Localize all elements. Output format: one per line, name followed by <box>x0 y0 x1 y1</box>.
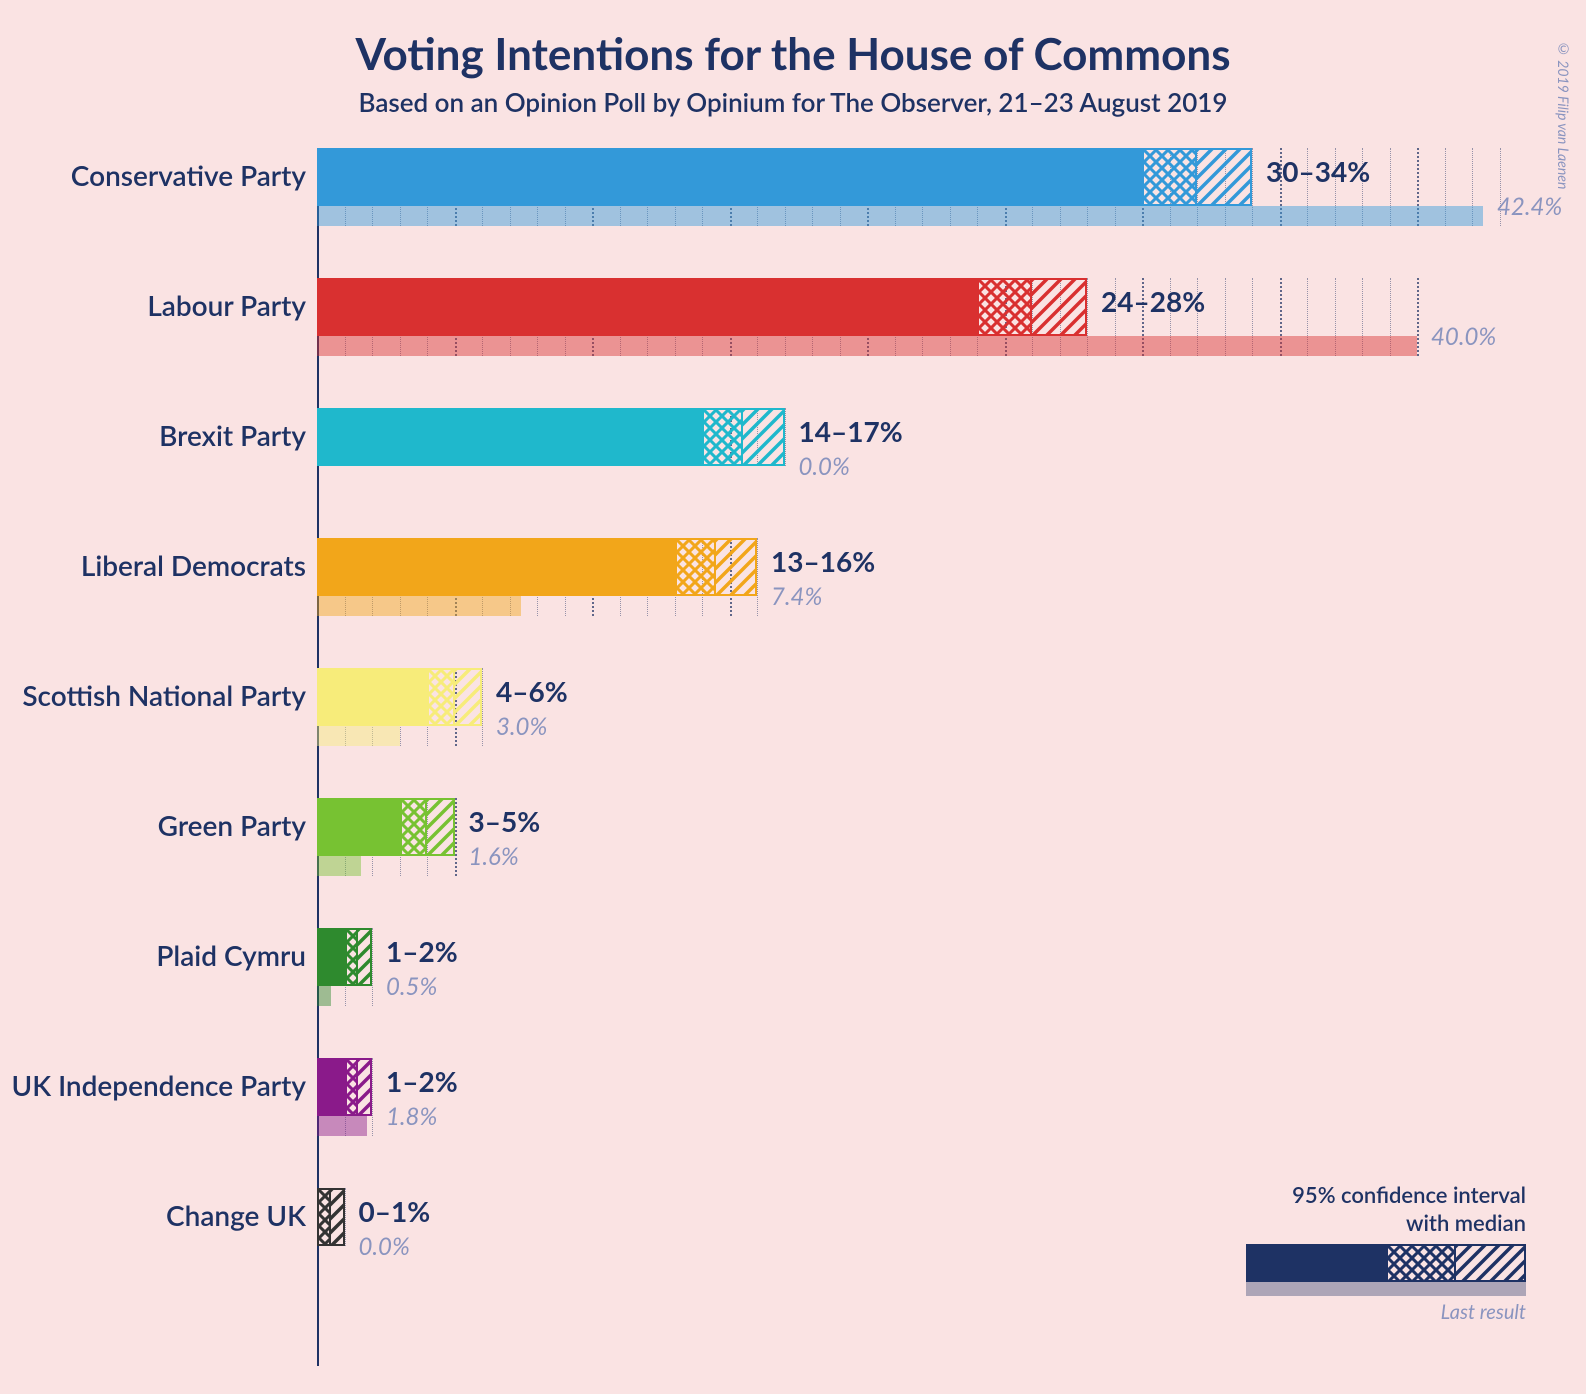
bar-ci-lower <box>702 408 743 466</box>
last-result-bar <box>317 726 400 746</box>
range-value: 3–5% <box>469 804 541 838</box>
range-value: 30–34% <box>1266 154 1370 188</box>
bar-ci-upper <box>331 1188 345 1246</box>
last-result-bar <box>317 596 521 616</box>
party-row: Conservative Party 30–34% 42.4% <box>0 140 1586 260</box>
legend-last-bar <box>1246 1282 1526 1296</box>
bar-ci-lower <box>345 1058 359 1116</box>
range-value: 4–6% <box>496 674 568 708</box>
bar-ci-lower <box>675 538 716 596</box>
range-value: 1–2% <box>386 934 458 968</box>
bar-solid <box>317 538 675 596</box>
party-label: Brexit Party <box>159 418 306 452</box>
bar-ci-upper <box>427 798 455 856</box>
range-value: 0–1% <box>359 1194 431 1228</box>
last-result-bar <box>317 206 1483 226</box>
chart-subtitle: Based on an Opinion Poll by Opinium for … <box>0 80 1586 118</box>
last-result-value: 0.5% <box>386 972 437 1001</box>
bar-solid <box>317 798 400 856</box>
bar-ci-lower <box>427 668 455 726</box>
bar-ci-upper <box>1032 278 1087 336</box>
party-row: Scottish National Party 4–6% 3.0% <box>0 660 1586 780</box>
party-label: Conservative Party <box>71 158 306 192</box>
bar-solid <box>317 278 977 336</box>
party-label: Green Party <box>158 808 306 842</box>
last-result-value: 42.4% <box>1497 192 1562 221</box>
bar-solid <box>317 148 1142 206</box>
party-label: Plaid Cymru <box>156 938 306 972</box>
bar-ci-upper <box>455 668 483 726</box>
party-row: Labour Party 24–28% 40.0% <box>0 270 1586 390</box>
bar-ci-lower <box>400 798 428 856</box>
range-value: 1–2% <box>386 1064 458 1098</box>
party-label: Liberal Democrats <box>81 548 306 582</box>
party-label: Change UK <box>166 1198 306 1232</box>
bar-ci-lower <box>317 1188 331 1246</box>
legend-last-label: Last result <box>1246 1296 1526 1324</box>
last-result-value: 40.0% <box>1431 322 1496 351</box>
last-result-bar <box>317 336 1417 356</box>
last-result-value: 1.8% <box>386 1102 437 1131</box>
bar-ci-upper <box>716 538 757 596</box>
bar-ci-upper <box>358 1058 372 1116</box>
last-result-value: 1.6% <box>469 842 519 871</box>
chart-title: Voting Intentions for the House of Commo… <box>0 0 1586 80</box>
party-row: Plaid Cymru 1–2% 0.5% <box>0 920 1586 1040</box>
legend-swatch <box>1246 1244 1526 1282</box>
last-result-bar <box>317 1116 367 1136</box>
party-label: Labour Party <box>147 288 306 322</box>
bar-ci-lower <box>977 278 1032 336</box>
range-value: 14–17% <box>799 414 903 448</box>
legend-line2: with median <box>1246 1209 1526 1237</box>
last-result-value: 7.4% <box>771 582 822 611</box>
bar-ci-upper <box>743 408 784 466</box>
party-label: UK Independence Party <box>12 1068 307 1102</box>
range-value: 24–28% <box>1101 284 1205 318</box>
last-result-bar <box>317 986 331 1006</box>
last-result-bar <box>317 856 361 876</box>
bar-ci-upper <box>358 928 372 986</box>
bar-ci-upper <box>1197 148 1252 206</box>
legend-line1: 95% confidence interval <box>1246 1181 1526 1209</box>
range-value: 13–16% <box>771 544 875 578</box>
last-result-value: 3.0% <box>496 712 547 741</box>
party-row: Brexit Party 14–17% 0.0% <box>0 400 1586 520</box>
legend: 95% confidence interval with median Last… <box>1246 1181 1526 1324</box>
last-result-value: 0.0% <box>359 1232 410 1261</box>
bar-ci-lower <box>345 928 359 986</box>
party-label: Scottish National Party <box>22 678 306 712</box>
bar-ci-lower <box>1142 148 1197 206</box>
bar-solid <box>317 408 702 466</box>
bar-solid <box>317 928 345 986</box>
last-result-value: 0.0% <box>799 452 850 481</box>
party-row: Green Party 3–5% 1.6% <box>0 790 1586 910</box>
party-row: UK Independence Party 1–2% 1.8% <box>0 1050 1586 1170</box>
party-row: Liberal Democrats 13–16% 7.4% <box>0 530 1586 650</box>
bar-solid <box>317 1058 345 1116</box>
bar-solid <box>317 668 427 726</box>
